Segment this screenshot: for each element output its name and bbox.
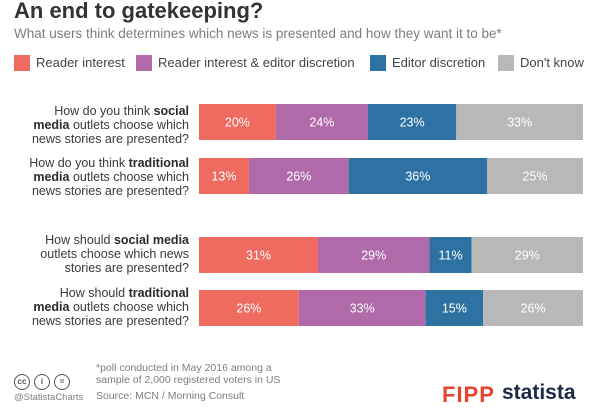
bar-value-label-r2-s3: 36% <box>405 170 430 184</box>
bar-segment-r3-s3 <box>429 237 472 273</box>
chart-subtitle: What users think determines which news i… <box>14 26 502 41</box>
bar-segment-r1-s4 <box>456 104 583 140</box>
bar-value-label-r3-s1: 31% <box>246 249 271 263</box>
question-label-2: How do you think traditional media outle… <box>29 156 189 198</box>
q1-text-d: outlets choose which <box>69 118 189 132</box>
q4-text-d: outlets choose which <box>69 300 189 314</box>
q3-text-d: stories are presented? <box>64 261 189 275</box>
bar-segment-r2-s4 <box>487 158 583 194</box>
q3-text-bold-a: social media <box>113 233 189 247</box>
bar-value-label-r4-s3: 15% <box>442 302 467 316</box>
q2-text-bold-b: media <box>33 170 70 184</box>
bar-segment-r4-s1 <box>199 290 299 326</box>
by-icon: i <box>34 374 50 390</box>
q3-text-c: outlets choose which news <box>40 247 189 261</box>
question-label-4: How should traditional media outlets cho… <box>32 286 189 328</box>
bar-value-label-r1-s1: 20% <box>225 116 250 130</box>
bar-segment-r1-s3 <box>367 104 457 140</box>
q1-text-e: news stories are presented? <box>31 132 189 146</box>
bar-value-label-r2-s4: 25% <box>522 170 547 184</box>
legend-swatch-dont-know <box>498 55 514 71</box>
bar-segment-r3-s1 <box>199 237 319 273</box>
bar-value-label-r3-s4: 29% <box>515 249 540 263</box>
bar-segment-r2-s3 <box>348 158 487 194</box>
footnote-line-1: *poll conducted in May 2016 among a <box>96 362 272 374</box>
q2-text-e: news stories are presented? <box>31 184 189 198</box>
statista-logo: statista <box>502 381 576 404</box>
bar-segment-r4-s4 <box>483 290 583 326</box>
q2-text-a: How do you think <box>29 156 129 170</box>
chart-title: An end to gatekeeping? <box>14 0 264 23</box>
bar-segment-r2-s1 <box>199 158 249 194</box>
bar-value-label-r2-s2: 26% <box>286 170 311 184</box>
q1-text-a: How do you think <box>54 104 154 118</box>
bar-segment-r3-s4 <box>471 237 583 273</box>
statista-handle: @StatistaCharts <box>14 392 84 403</box>
legend-swatch-editor-discretion <box>370 55 386 71</box>
legend-label-reader-editor: Reader interest & editor discretion <box>158 55 355 70</box>
nd-icon: = <box>54 374 70 390</box>
bar-value-label-r1-s3: 23% <box>400 116 425 130</box>
q4-text-bold-a: traditional <box>128 286 189 300</box>
bar-value-label-r2-s1: 13% <box>211 170 236 184</box>
bar-value-label-r4-s2: 33% <box>350 302 375 316</box>
bar-value-label-r4-s4: 26% <box>521 302 546 316</box>
source-note: Source: MCN / Morning Consult <box>96 390 245 402</box>
bar-value-label-r3-s2: 29% <box>361 249 386 263</box>
bar-segment-r2-s2 <box>248 158 349 194</box>
bar-segment-r1-s1 <box>199 104 276 140</box>
legend-label-editor-discretion: Editor discretion <box>392 55 486 70</box>
q4-text-e: news stories are presented? <box>31 314 189 328</box>
legend-swatch-reader-editor <box>136 55 152 71</box>
bar-value-label-r4-s1: 26% <box>236 302 261 316</box>
footnote-line-2: sample of 2,000 registered voters in US <box>96 374 281 386</box>
fipp-logo: FIPP <box>442 382 495 407</box>
legend-label-reader-interest: Reader interest <box>36 55 125 70</box>
question-label-3: How should social media outlets choose w… <box>40 233 189 275</box>
legend-label-dont-know: Don't know <box>520 55 584 70</box>
q4-text-a: How should <box>59 286 129 300</box>
bar-segment-r4-s3 <box>425 290 484 326</box>
bar-value-label-r3-s3: 11% <box>438 249 462 263</box>
q3-text-a: How should <box>45 233 114 247</box>
q2-text-d: outlets choose which <box>69 170 189 184</box>
bar-value-label-r1-s4: 33% <box>507 116 532 130</box>
legend-swatch-reader-interest <box>14 55 30 71</box>
bar-segment-r4-s2 <box>298 290 426 326</box>
question-label-1: How do you think social media outlets ch… <box>32 104 189 146</box>
cc-icon: cc <box>14 374 30 390</box>
q1-text-bold-a: social <box>153 104 189 118</box>
bar-segment-r3-s2 <box>318 237 430 273</box>
q4-text-bold-b: media <box>33 300 70 314</box>
q1-text-bold-b: media <box>33 118 70 132</box>
footnote: *poll conducted in May 2016 among a samp… <box>96 362 280 386</box>
bar-segment-r1-s2 <box>275 104 368 140</box>
bar-value-label-r1-s2: 24% <box>309 116 334 130</box>
q2-text-bold-a: traditional <box>128 156 189 170</box>
